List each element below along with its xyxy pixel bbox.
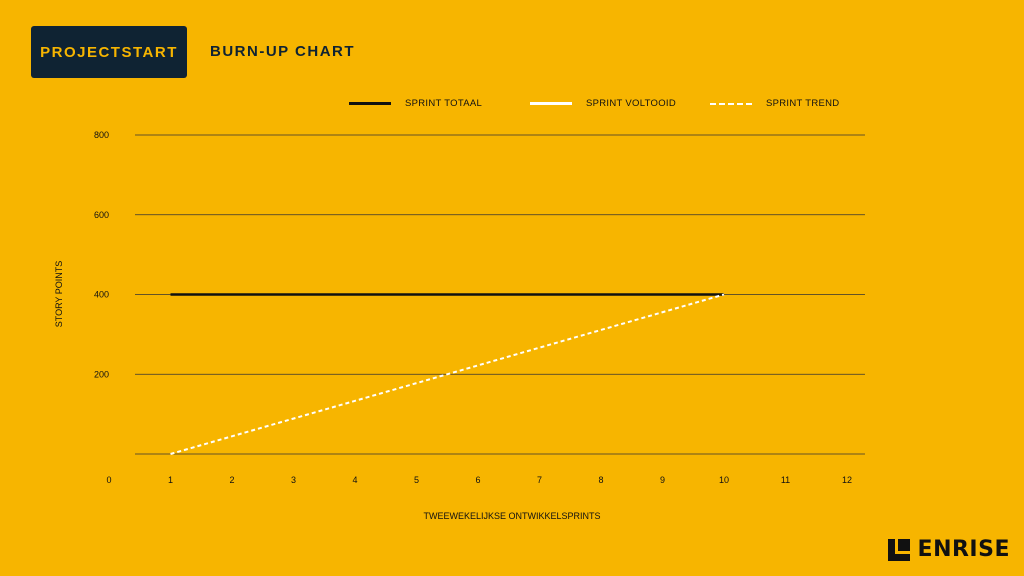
y-tick-label: 200 [94, 369, 109, 379]
legend-label-done: SPRINT VOLTOOID [586, 98, 677, 109]
legend-label-total: SPRINT TOTAAL [405, 98, 483, 109]
legend-swatch-done [530, 102, 572, 105]
legend-swatch-trend [710, 102, 752, 105]
enrise-logo: ENRISE [887, 537, 1010, 562]
y-tick-label: 400 [94, 290, 109, 300]
x-tick-label: 7 [537, 475, 542, 485]
x-axis-ticks: 0 1 2 3 4 5 6 7 8 9 10 11 12 [106, 475, 852, 485]
x-axis-label: TWEEWEKELIJKSE ONTWIKKELSPRINTS [423, 511, 600, 521]
chart-series [170, 293, 725, 455]
chart-grid [135, 134, 865, 455]
x-tick-label: 2 [229, 475, 234, 485]
enrise-logo-text: ENRISE [917, 537, 1010, 562]
y-tick-label: 800 [94, 130, 109, 140]
x-tick-label: 3 [291, 475, 296, 485]
y-axis-label: STORY POINTS [54, 261, 64, 328]
legend-label-trend: SPRINT TREND [766, 98, 840, 109]
y-axis-ticks: 200 400 600 800 [94, 130, 109, 379]
series-line-trend [170, 293, 725, 455]
page-title: BURN-UP CHART [210, 43, 356, 60]
x-tick-label: 5 [414, 475, 419, 485]
x-tick-label: 0 [106, 475, 111, 485]
project-badge: PROJECTSTART [31, 26, 187, 78]
y-tick-label: 600 [94, 210, 109, 220]
legend-item-total: SPRINT TOTAAL [349, 98, 482, 109]
legend-item-trend: SPRINT TREND [710, 98, 839, 109]
x-tick-label: 10 [719, 475, 729, 485]
chart-legend: SPRINT TOTAAL SPRINT VOLTOOID SPRINT TRE… [0, 98, 1024, 114]
x-tick-label: 4 [352, 475, 357, 485]
x-tick-label: 8 [598, 475, 603, 485]
x-tick-label: 9 [660, 475, 665, 485]
x-tick-label: 6 [475, 475, 480, 485]
legend-swatch-total [349, 102, 391, 105]
x-tick-label: 12 [842, 475, 852, 485]
x-tick-label: 11 [781, 475, 790, 485]
x-tick-label: 1 [168, 475, 173, 485]
enrise-logo-mark-icon [887, 538, 910, 561]
legend-item-done: SPRINT VOLTOOID [530, 98, 676, 109]
project-badge-label: PROJECTSTART [40, 43, 178, 61]
